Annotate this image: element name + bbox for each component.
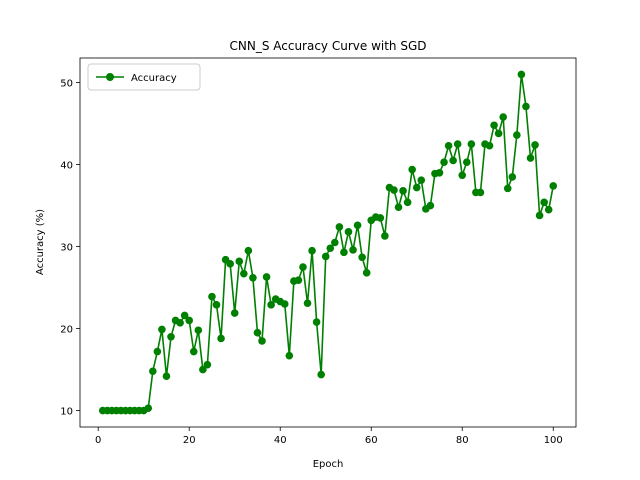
data-point	[476, 188, 485, 197]
axes-frame	[79, 57, 577, 428]
data-point	[540, 198, 548, 207]
data-point	[303, 299, 312, 307]
chart-title: CNN_S Accuracy Curve with SGD	[229, 39, 426, 53]
data-point	[267, 301, 275, 309]
data-point	[262, 273, 271, 281]
data-point	[394, 203, 403, 212]
x-tick-label: 60	[365, 435, 378, 446]
data-point	[189, 347, 198, 356]
data-point	[235, 257, 244, 266]
data-point	[458, 171, 467, 180]
data-point	[335, 223, 344, 231]
data-point	[440, 158, 448, 166]
data-point	[508, 173, 517, 181]
data-point	[435, 169, 444, 177]
data-point	[499, 113, 507, 121]
data-point	[294, 276, 303, 285]
data-point	[453, 140, 462, 148]
legend-frame	[87, 63, 201, 91]
data-point	[426, 201, 435, 210]
data-point	[399, 187, 407, 195]
data-point	[317, 370, 325, 379]
data-point	[417, 176, 426, 184]
data-point	[340, 248, 348, 257]
data-point	[217, 334, 225, 343]
data-point	[280, 300, 289, 308]
data-point	[299, 263, 307, 271]
legend-label-accuracy: Accuracy	[131, 73, 177, 84]
y-axis-label: Accuracy (%)	[35, 209, 46, 275]
y-tick-label: 20	[60, 325, 73, 336]
data-point	[503, 184, 512, 193]
data-point	[144, 404, 153, 412]
data-point	[376, 214, 385, 222]
data-point	[449, 156, 457, 165]
data-point	[321, 252, 330, 261]
data-point	[494, 129, 503, 138]
data-point	[249, 273, 257, 282]
data-point	[149, 367, 157, 376]
x-tick-label: 100	[544, 435, 563, 446]
data-point	[517, 70, 526, 79]
data-point	[403, 198, 412, 207]
data-point	[212, 301, 221, 309]
data-point	[230, 309, 239, 317]
data-point	[490, 121, 498, 130]
y-tick-label: 10	[60, 407, 73, 418]
data-point	[208, 292, 216, 301]
data-point	[312, 318, 321, 326]
x-axis-label: Epoch	[313, 459, 344, 470]
data-point	[240, 269, 248, 278]
data-point	[526, 154, 535, 162]
y-tick-label: 50	[60, 79, 73, 90]
data-point	[353, 221, 362, 230]
data-point	[535, 211, 544, 220]
data-point	[153, 347, 162, 356]
data-point	[444, 141, 453, 150]
data-point	[390, 186, 398, 194]
plot-area: 0 20 40 60 80 100 10 20 30 40 50	[60, 57, 577, 446]
data-point	[285, 351, 294, 360]
legend: Accuracy	[87, 63, 201, 91]
data-point	[199, 365, 207, 374]
x-tick-label: 20	[183, 435, 196, 446]
x-tick-label: 0	[95, 435, 101, 446]
data-point	[180, 311, 189, 320]
data-point	[176, 319, 184, 327]
data-point	[308, 246, 316, 255]
data-point	[331, 238, 339, 247]
data-point	[253, 328, 262, 337]
y-tick-label: 40	[60, 161, 73, 172]
x-tick-label: 40	[274, 435, 287, 446]
data-point	[362, 269, 371, 277]
y-tick-label: 30	[60, 243, 73, 254]
data-point	[513, 131, 521, 139]
data-point	[522, 102, 530, 111]
data-point	[358, 253, 366, 262]
data-point	[531, 141, 539, 149]
data-point	[326, 244, 335, 253]
data-point	[408, 165, 416, 174]
data-point	[467, 140, 476, 148]
data-point	[244, 246, 253, 255]
data-point	[226, 260, 234, 268]
data-point	[185, 316, 194, 325]
data-point	[258, 337, 266, 345]
legend-marker-swatch	[106, 73, 114, 81]
x-tick-label: 80	[456, 435, 469, 446]
data-point	[544, 205, 553, 214]
data-point	[203, 360, 212, 369]
data-point	[167, 333, 175, 341]
data-point	[349, 246, 357, 254]
data-point	[194, 326, 203, 335]
data-point	[549, 182, 558, 190]
data-point	[158, 325, 166, 334]
data-point	[462, 158, 471, 166]
data-point	[485, 141, 494, 150]
data-point	[381, 232, 389, 240]
data-point	[162, 372, 171, 380]
data-point	[412, 183, 421, 192]
data-point	[344, 228, 353, 236]
